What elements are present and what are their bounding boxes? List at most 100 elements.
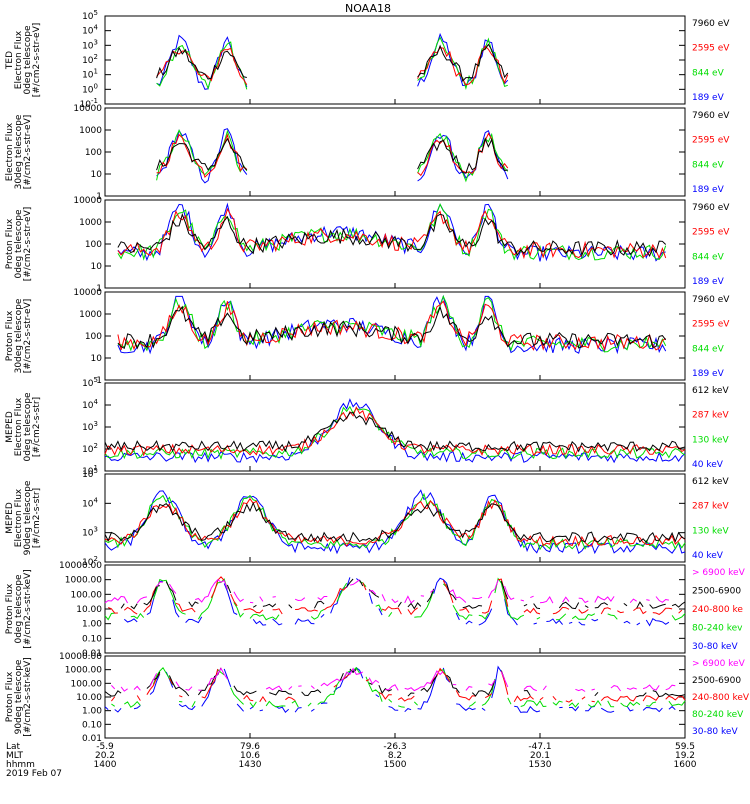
x-tick-label: -5.9 (96, 742, 114, 752)
y-label-line: Electron Flux (14, 397, 24, 456)
x-tick-label: 1500 (384, 760, 407, 770)
y-tick-label: 10000 (73, 288, 102, 298)
series-trace (111, 666, 686, 708)
panel-6: 102 103 104 105 MEPED Electron Flux 90deg tele… (5, 467, 729, 568)
y-label-line: [#/cm2-s-str-eV] (32, 23, 42, 98)
channel-label: 2595 eV (692, 44, 730, 54)
channel-label: 2500-6900 (692, 676, 741, 686)
channel-label: 2500-6900 (692, 587, 741, 597)
y-tick-label: 105 (82, 467, 98, 480)
y-label-line: 0deg telescope (23, 392, 33, 462)
channel-label: 287 keV (692, 411, 729, 421)
y-tick-label: 1000 (79, 218, 102, 228)
y-label-line: [#/cm2-s-str-eV] (23, 115, 33, 190)
channel-label: 40 keV (692, 551, 724, 561)
y-tick-label: 10000 (73, 104, 102, 114)
y-tick-label: 100 (85, 148, 102, 158)
panel-8: 0.01 0.10 1.00 10.00 100.00 1000.00 10000.00 Pr… (5, 652, 750, 744)
y-tick-label: 1 (96, 284, 102, 294)
channel-label: 7960 eV (692, 203, 730, 213)
y-tick-label: 105 (82, 9, 98, 22)
y-axis-label: Proton Flux 90deg telescope [#/cm2-s-str-k… (5, 657, 33, 736)
y-tick-label: 101 (82, 464, 98, 477)
y-label-line: MEPED (5, 502, 15, 534)
channel-label: 7960 eV (692, 111, 730, 121)
y-tick-label: 10.00 (76, 693, 102, 703)
panel-7: 0.01 0.10 1.00 10.00 100.00 1000.00 10000.00 Pr… (5, 561, 746, 659)
y-label-line: Electron Flux (14, 488, 24, 547)
y-label-line: Proton Flux (5, 310, 15, 361)
channel-label: 240-800 keV (692, 693, 750, 703)
y-label-line: TED (5, 51, 15, 70)
y-label-line: MEPED (5, 411, 15, 443)
y-tick-label: 10 (91, 262, 103, 272)
y-tick-label: 100 (85, 332, 102, 342)
panel-frame (104, 655, 686, 739)
x-tick-label: 1600 (674, 760, 697, 770)
channel-label: 189 eV (692, 369, 725, 379)
y-tick-label: 1 (96, 192, 102, 202)
channel-label: 189 eV (692, 185, 725, 195)
y-tick-label: 1.00 (82, 620, 102, 630)
series-trace (104, 412, 686, 453)
channel-label: 844 eV (692, 68, 725, 78)
series-trace (124, 577, 682, 625)
y-label-line: 30deg telescope (14, 298, 24, 373)
series-trace (104, 406, 686, 457)
y-tick-label: 1000 (79, 126, 102, 136)
series-trace (156, 32, 509, 90)
series-trace (117, 212, 667, 257)
y-tick-label: 10000.00 (59, 561, 102, 571)
date-label: 2019 Feb 07 (6, 769, 62, 779)
channel-label: 612 keV (692, 386, 729, 396)
series-trace (105, 580, 682, 603)
y-tick-label: 1000 (79, 310, 102, 320)
y-label-line: 0deg telescope (14, 574, 24, 644)
y-axis-label: Proton Flux 0deg telescope [#/cm2-s-str-eV… (5, 207, 33, 282)
channel-label: 30-80 keV (692, 727, 738, 737)
y-label-line: Proton Flux (5, 583, 15, 634)
channel-label: 844 eV (692, 252, 725, 262)
x-tick-label: 59.5 (675, 742, 695, 752)
channel-label: 240-800 ke (692, 605, 743, 615)
channel-label: 2595 eV (692, 320, 730, 330)
channel-label: > 6900 keV (692, 568, 746, 578)
y-tick-label: 10000 (73, 196, 102, 206)
y-label-line: [#/cm2-s-str-keV] (23, 569, 33, 648)
series-trace (117, 295, 667, 353)
y-tick-label: 103 (82, 38, 98, 51)
y-axis-label: Electron Flux 30deg telescope [#/cm2-s-str… (5, 114, 33, 189)
y-label-line: 0deg telescope (23, 25, 33, 95)
series-trace (156, 137, 508, 174)
channel-label: 287 keV (692, 502, 729, 512)
y-label-line: 30deg telescope (14, 114, 24, 189)
x-row-label: MLT (6, 751, 24, 761)
y-tick-label: 104 (82, 496, 98, 509)
series-trace (104, 405, 686, 460)
x-tick-label: -47.1 (528, 742, 551, 752)
channel-label: 130 keV (692, 526, 729, 536)
channel-label: 189 eV (692, 277, 725, 287)
channel-label: 612 keV (692, 477, 729, 487)
y-tick-label: 103 (82, 526, 98, 539)
y-tick-label: 103 (82, 420, 98, 433)
x-tick-label: 1530 (529, 760, 552, 770)
y-tick-label: 0.10 (82, 634, 102, 644)
y-tick-label: 100 (82, 82, 98, 95)
y-tick-label: 10000.00 (59, 652, 102, 662)
y-tick-label: 10 (91, 170, 103, 180)
series-trace (156, 43, 509, 83)
channel-label: 2595 eV (692, 136, 730, 146)
y-label-line: 90deg telescope (23, 480, 33, 555)
series-trace (117, 202, 666, 262)
y-tick-label: 104 (82, 398, 98, 411)
series-trace (156, 128, 509, 184)
y-tick-label: 0.01 (82, 649, 102, 659)
x-tick-label: 19.2 (675, 751, 695, 761)
channel-label: 844 eV (692, 344, 725, 354)
x-row-label: Lat (6, 742, 21, 752)
series-trace (104, 665, 676, 713)
channel-label: 130 keV (692, 435, 729, 445)
